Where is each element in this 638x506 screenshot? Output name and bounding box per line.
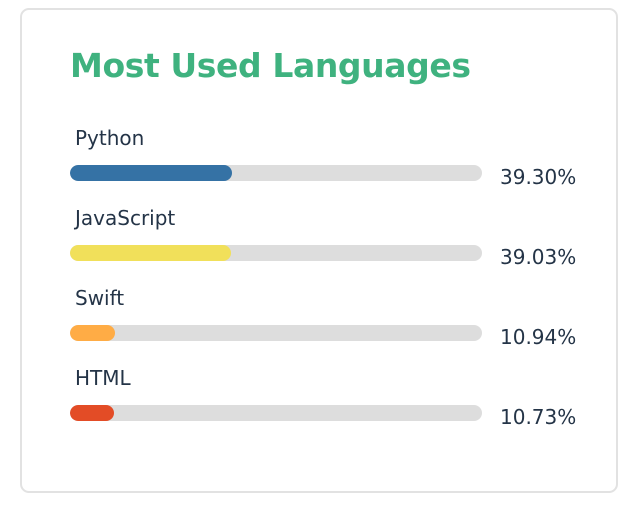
language-name: Python [75, 126, 145, 150]
progress-track [70, 405, 482, 421]
language-percent: 39.30% [500, 165, 577, 189]
language-row-swift: Swift 10.94% [22, 285, 616, 355]
language-name: Swift [75, 286, 125, 310]
progress-fill [70, 165, 232, 181]
progress-fill [70, 245, 231, 261]
progress-track [70, 245, 482, 261]
progress-fill [70, 325, 116, 341]
language-row-javascript: JavaScript 39.03% [22, 205, 616, 275]
language-percent: 39.03% [500, 245, 577, 269]
language-name: HTML [75, 366, 131, 390]
progress-fill [70, 405, 115, 421]
languages-card: Most Used Languages Python 39.30% JavaSc… [20, 8, 618, 493]
language-name: JavaScript [75, 206, 176, 230]
progress-track [70, 165, 482, 181]
language-row-html: HTML 10.73% [22, 365, 616, 435]
card-title: Most Used Languages [70, 46, 471, 85]
language-percent: 10.73% [500, 405, 577, 429]
language-row-python: Python 39.30% [22, 125, 616, 195]
progress-track [70, 325, 482, 341]
language-percent: 10.94% [500, 325, 577, 349]
